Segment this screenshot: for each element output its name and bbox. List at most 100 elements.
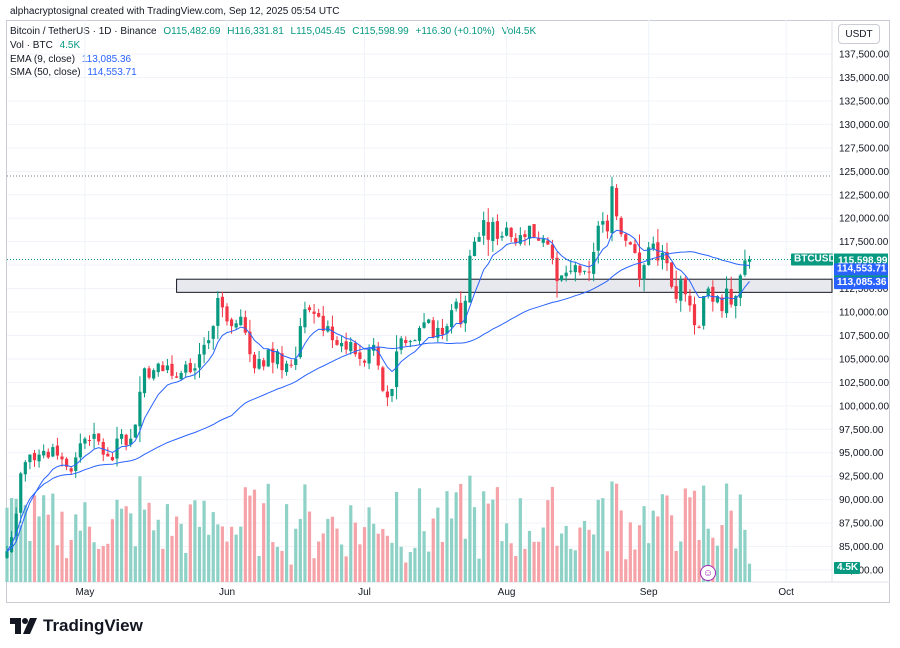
volume-bar xyxy=(514,555,518,582)
candle-body xyxy=(161,365,165,372)
candle-body xyxy=(541,238,545,243)
volume-bar xyxy=(275,546,280,582)
ema-tag: 113,085.36 xyxy=(837,277,887,288)
y-tick-label: 97,500.00 xyxy=(839,425,884,436)
volume-bar xyxy=(202,500,206,582)
volume-bar xyxy=(440,541,445,582)
currency-button[interactable]: USDT xyxy=(838,24,880,44)
candle-body xyxy=(358,352,362,359)
candle-body xyxy=(353,343,357,355)
candle-body xyxy=(743,260,747,275)
tradingview-wordmark: TradingView xyxy=(43,616,143,635)
volume-bar xyxy=(129,513,133,582)
volume-bar xyxy=(353,522,357,582)
candle-body xyxy=(188,362,192,373)
candle-body xyxy=(147,368,151,378)
volume-bar xyxy=(564,525,568,582)
volume-bar xyxy=(679,541,683,582)
y-tick-label: 110,000.00 xyxy=(839,308,889,319)
volume-bar xyxy=(5,507,9,582)
volume-bar xyxy=(161,548,165,582)
candle-body xyxy=(307,307,312,311)
candle-body xyxy=(106,453,110,457)
volume-bar xyxy=(555,545,559,582)
candle-body xyxy=(582,270,587,272)
price-tag-value: 115,598.99 xyxy=(838,256,888,267)
candle-body xyxy=(711,286,715,302)
candle-body xyxy=(339,342,344,347)
volume-bar xyxy=(688,497,692,582)
ohlc-volume: Vol4.5K xyxy=(501,26,537,37)
x-tick-label: Oct xyxy=(778,587,794,598)
candle-body xyxy=(596,225,600,251)
volume-bar xyxy=(97,548,101,582)
candle-body xyxy=(129,438,133,445)
candle-body xyxy=(674,286,678,299)
volume-bar xyxy=(596,499,600,582)
volume-bar xyxy=(372,523,376,582)
candle-body xyxy=(216,297,220,326)
ema-line xyxy=(6,229,750,552)
volume-bar xyxy=(220,526,225,582)
candle-body xyxy=(317,313,321,317)
candle-body xyxy=(427,319,431,323)
volume-bar xyxy=(527,530,532,582)
smiley-icon[interactable]: ☺ xyxy=(700,565,716,581)
ema-legend: EMA (9, close) 113,085.36 xyxy=(10,54,131,65)
candle-body xyxy=(559,275,564,281)
volume-bar xyxy=(152,530,156,582)
sma-line xyxy=(6,251,750,552)
volume-bar xyxy=(711,537,715,582)
volume-bar xyxy=(312,558,316,582)
candle-body xyxy=(724,288,729,314)
candle-body xyxy=(23,462,27,475)
candle-body xyxy=(362,360,367,363)
volume-bar xyxy=(578,527,582,582)
candle-body xyxy=(133,424,137,438)
volume-bar xyxy=(280,550,284,582)
candle-body xyxy=(385,391,390,398)
volume-bar xyxy=(115,499,119,582)
volume-bar xyxy=(573,550,577,582)
volume-bar xyxy=(165,504,170,582)
candle-body xyxy=(440,327,445,335)
ema-legend-value: 113,085.36 xyxy=(81,54,132,65)
volume-bar xyxy=(289,564,293,582)
ema-legend-label: EMA (9, close) xyxy=(10,54,76,65)
volume-bar xyxy=(376,533,380,582)
volume-bar xyxy=(546,500,550,582)
candle-body xyxy=(564,272,568,277)
candle-body xyxy=(431,320,435,338)
candle-body xyxy=(628,242,632,245)
volume-bar xyxy=(69,540,73,582)
candle-body xyxy=(477,236,481,242)
y-tick-label: 105,000.00 xyxy=(839,354,889,365)
volume-bar xyxy=(463,538,467,582)
candle-body xyxy=(28,454,32,463)
volume-bar xyxy=(394,491,399,582)
candle-body xyxy=(468,255,472,303)
x-tick-label: Jun xyxy=(219,587,235,598)
volume-bar xyxy=(399,546,403,582)
candle-body xyxy=(537,238,541,241)
candle-body xyxy=(97,433,101,442)
tradingview-logo: TradingView xyxy=(10,616,143,636)
candle-body xyxy=(495,221,500,239)
volume-bar xyxy=(330,516,335,582)
volume-bar xyxy=(404,562,408,582)
candle-body xyxy=(14,513,18,536)
candle-body xyxy=(692,304,697,326)
volume-bar xyxy=(614,483,619,582)
volume-bar xyxy=(184,552,188,582)
candle-body xyxy=(624,234,628,241)
candle-body xyxy=(688,295,692,306)
candle-body xyxy=(280,353,284,371)
candle-body xyxy=(614,187,619,217)
volume-bar xyxy=(518,498,522,582)
candle-body xyxy=(193,368,197,371)
y-tick-label: 85,000.00 xyxy=(839,542,884,553)
volume-bar xyxy=(197,526,202,582)
candle-body xyxy=(197,354,202,368)
x-tick-label: May xyxy=(75,587,94,598)
